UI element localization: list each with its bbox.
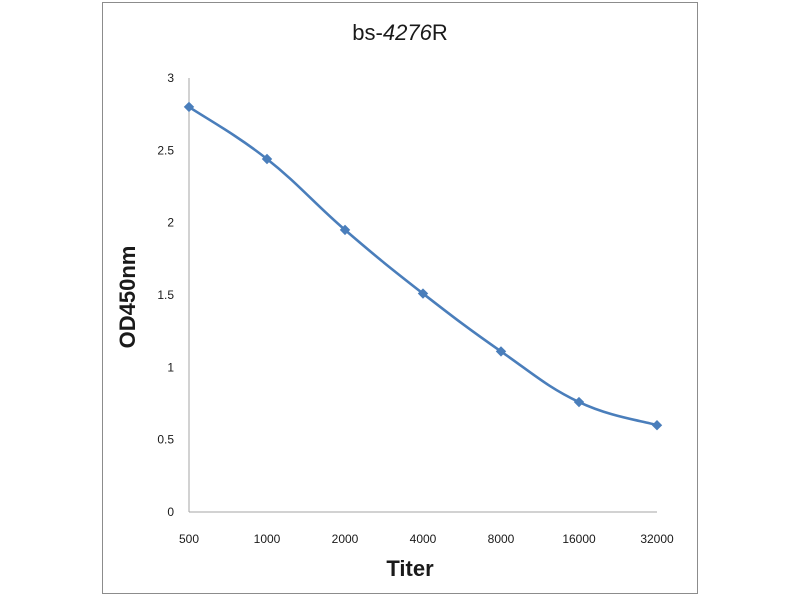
y-tick-label: 3 [167, 71, 174, 85]
chart-title: bs-4276R [352, 20, 447, 45]
y-tick-label: 0 [167, 505, 174, 519]
data-point-marker [651, 419, 663, 431]
data-point-marker [339, 224, 351, 236]
data-point-marker [183, 101, 195, 113]
y-tick-label: 0.5 [157, 433, 174, 447]
data-point-marker [495, 346, 507, 357]
data-point-marker [261, 153, 273, 165]
x-tick-label: 500 [179, 532, 199, 546]
series-layer [183, 101, 663, 431]
y-axis-title: OD450nm [115, 246, 140, 349]
y-tick-label: 2 [167, 216, 174, 230]
y-tick-label: 1 [167, 360, 174, 374]
x-axis-title: Titer [386, 556, 434, 581]
x-tick-label: 8000 [488, 532, 515, 546]
x-tick-label: 4000 [410, 532, 437, 546]
x-tick-label: 32000 [640, 532, 674, 546]
y-tick-labels: 0 0.5 1 1.5 2 2.5 3 [157, 71, 174, 519]
x-tick-label: 1000 [254, 532, 281, 546]
x-tick-label: 16000 [562, 532, 596, 546]
data-point-marker [573, 396, 585, 408]
series-line [187, 105, 659, 427]
y-tick-label: 1.5 [157, 288, 174, 302]
data-point-marker [417, 288, 429, 299]
chart-frame [102, 2, 698, 594]
y-tick-label: 2.5 [157, 143, 174, 157]
x-tick-labels: 500 1000 2000 4000 8000 16000 32000 [179, 532, 674, 546]
x-tick-label: 2000 [332, 532, 359, 546]
